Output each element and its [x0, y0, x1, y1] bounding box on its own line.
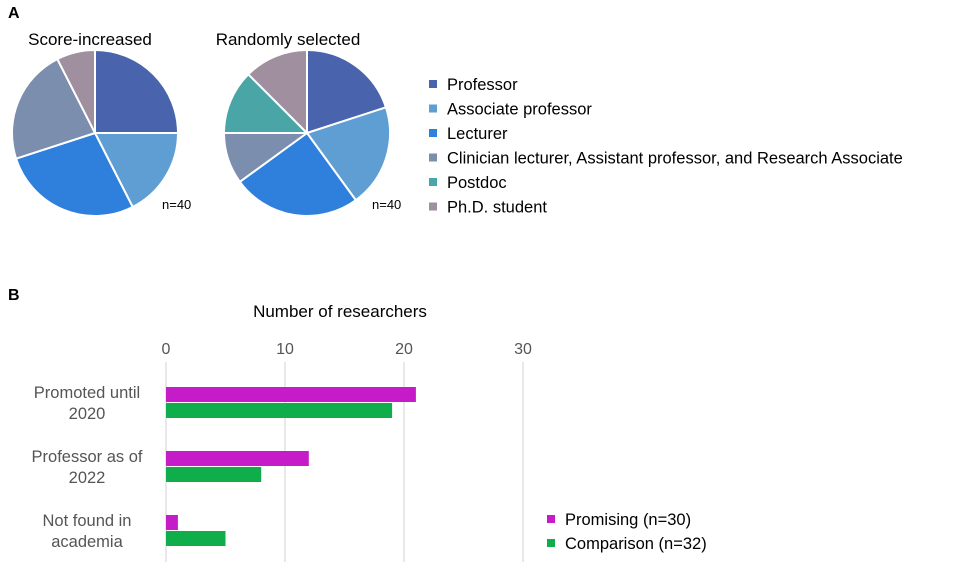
legend-label: Associate professor — [447, 101, 592, 119]
category-label: Not found in — [43, 512, 132, 530]
bar-axis-title: Number of researchers — [253, 302, 427, 321]
panel-label-a: A — [8, 5, 20, 22]
bar-promising — [166, 387, 416, 402]
category-label: Professor as of — [32, 448, 143, 466]
pie-legend: Professor Associate professor Lecturer Clin… — [429, 76, 903, 217]
pie-slice-associate-professor — [93, 132, 180, 209]
legend-label: Comparison (n=32) — [565, 535, 707, 553]
pie1-n-label: n=40 — [162, 197, 191, 212]
panel-label-b: B — [8, 287, 20, 304]
legend-swatch — [429, 153, 437, 162]
x-tick-label: 10 — [276, 341, 294, 358]
pie-slice-lecturer — [238, 131, 358, 217]
pie-slice-lecturer — [14, 131, 135, 217]
legend-swatch — [547, 539, 555, 547]
bar-promising — [166, 515, 178, 530]
pie-score-increased — [11, 48, 180, 217]
legend-swatch — [547, 515, 555, 523]
pie-slice-professor — [94, 48, 180, 134]
pie2-title: Randomly selected — [216, 30, 361, 49]
pie-slice-professor — [306, 48, 388, 135]
pie-slice-clinician-lecturer — [11, 57, 97, 160]
legend-label: Professor — [447, 76, 518, 94]
category-label: 2022 — [69, 469, 106, 487]
legend-label: Ph.D. student — [447, 199, 547, 217]
legend-swatch — [429, 104, 437, 113]
legend-swatch — [429, 80, 437, 88]
bar-chart: 0 10 20 30 Promoted until 2020 Professor as of… — [32, 341, 707, 562]
category-label: Promoted until — [34, 384, 140, 402]
legend-swatch — [429, 129, 437, 137]
pie-randomly-selected — [222, 48, 391, 217]
bar-comparison — [166, 467, 262, 482]
legend-swatch — [429, 178, 437, 186]
legend-label: Lecturer — [447, 125, 508, 143]
pie-slice-ph-d-student — [55, 48, 96, 134]
x-tick-label: 0 — [162, 341, 171, 358]
legend-label: Postdoc — [447, 174, 507, 192]
bar-comparison — [166, 403, 393, 418]
x-tick-label: 20 — [395, 341, 413, 358]
legend-label: Clinician lecturer, Assistant professor,… — [447, 150, 903, 168]
legend-label: Promising (n=30) — [565, 511, 691, 529]
pie1-title: Score-increased — [28, 30, 152, 49]
x-tick-label: 30 — [514, 341, 532, 358]
legend-swatch — [429, 202, 437, 211]
bar-promising — [166, 451, 309, 466]
category-label: 2020 — [69, 405, 106, 423]
pie-slice-associate-professor — [305, 106, 391, 202]
category-label: academia — [51, 533, 123, 551]
bar-comparison — [166, 531, 226, 546]
pie-slice-ph-d-student — [246, 48, 308, 136]
pie2-n-label: n=40 — [372, 197, 401, 212]
pie-slice-postdoc — [222, 72, 310, 134]
